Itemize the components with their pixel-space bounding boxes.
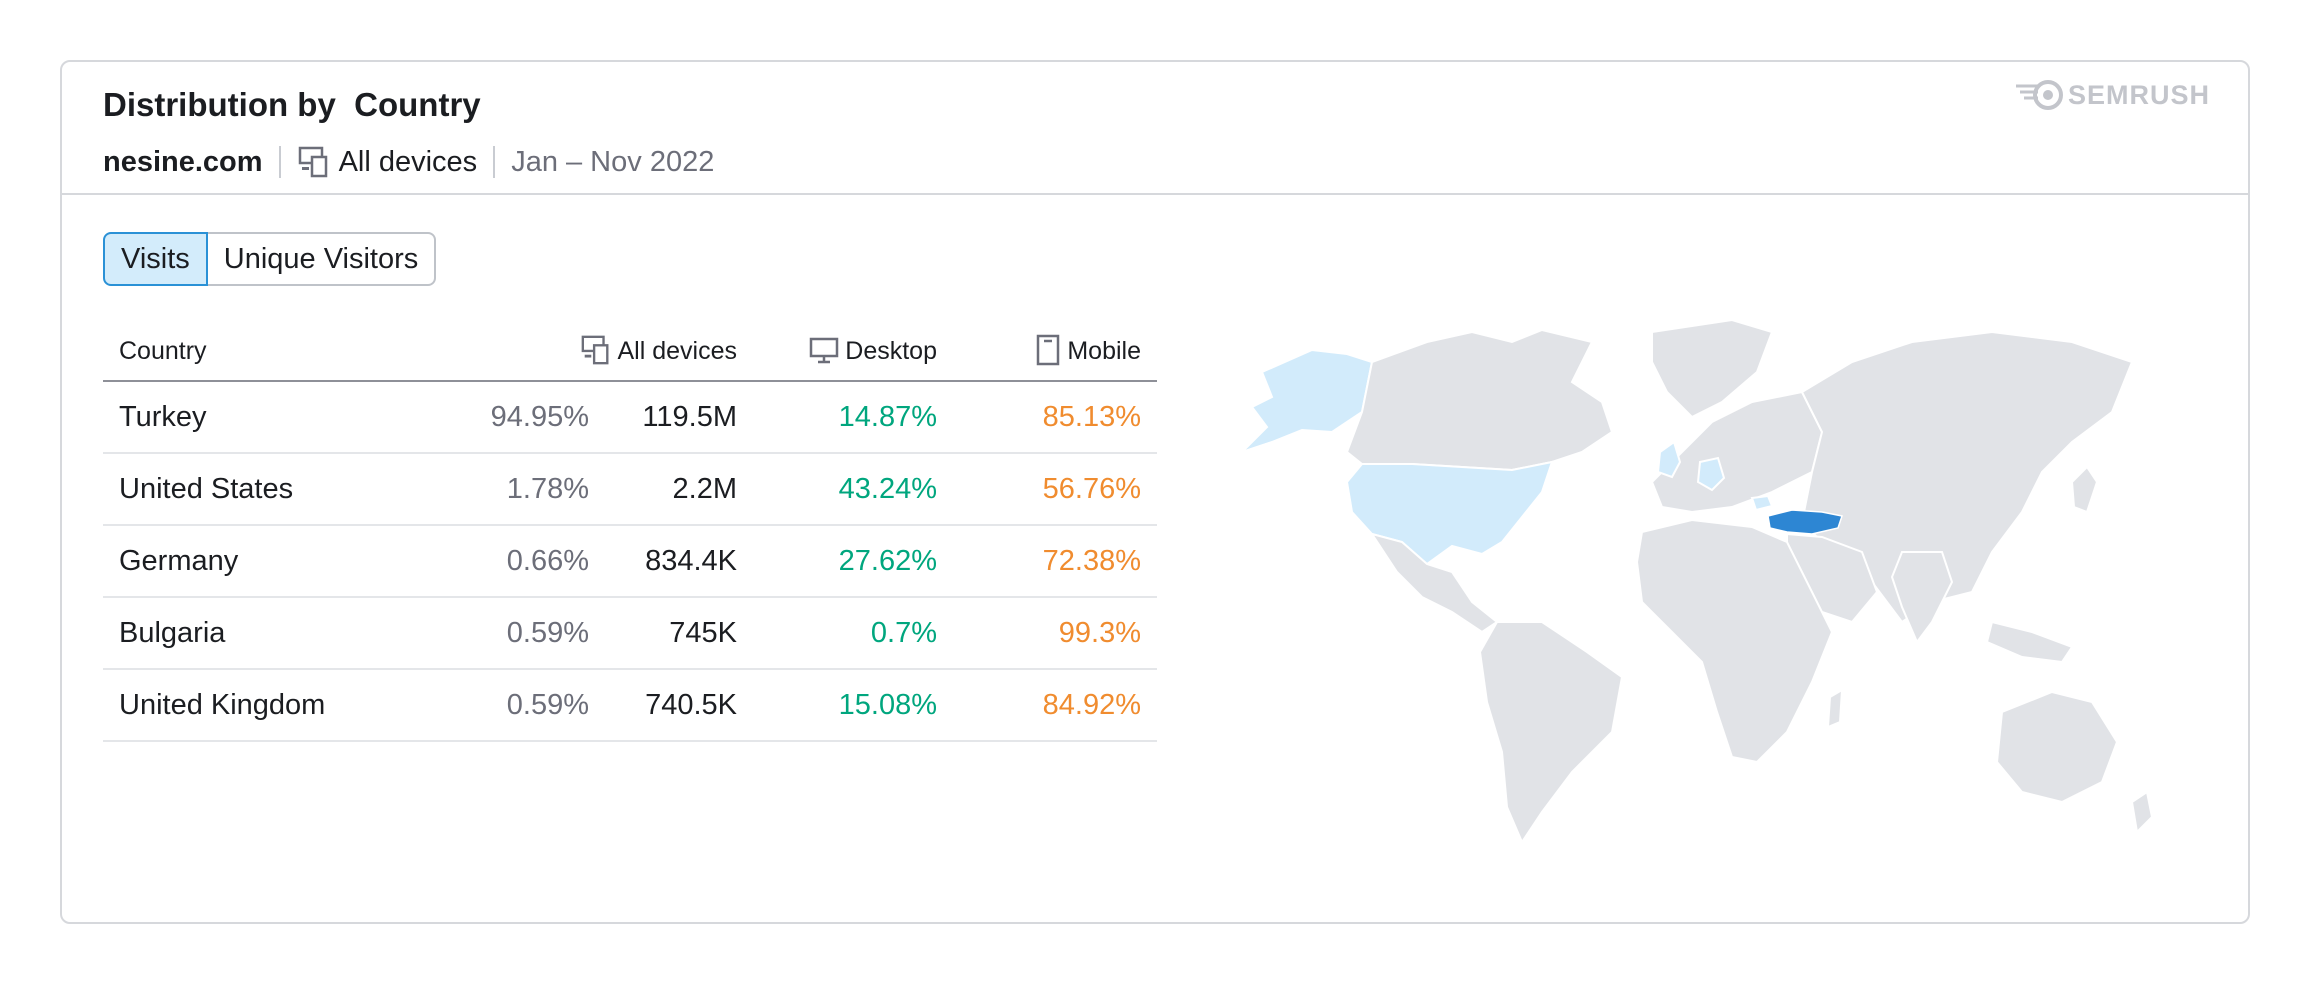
semrush-logo-icon [2014, 78, 2064, 112]
map-region-bulgaria[interactable] [1750, 494, 1774, 512]
country-name: Turkey [119, 400, 207, 433]
card-header: Distribution by Country nesine.com All d… [62, 62, 2248, 195]
desktop-share: 43.24% [838, 472, 937, 505]
visits-value: 834.4K [645, 544, 737, 577]
devices-filter: All devices [297, 145, 478, 179]
traffic-share: 0.66% [506, 544, 589, 577]
column-header-country[interactable]: Country [119, 337, 207, 366]
visits-value: 119.5M [642, 400, 737, 433]
map-region-madagascar[interactable] [1826, 688, 1844, 729]
table-row[interactable]: Germany 0.66% 834.4K 27.62% 72.38% [103, 526, 1157, 598]
divider [493, 146, 496, 178]
map-region-india[interactable] [1890, 551, 1954, 644]
map-region-australia[interactable] [1995, 690, 2119, 804]
mobile-share: 72.38% [1042, 544, 1141, 577]
traffic-share: 1.78% [506, 472, 589, 505]
visits-value: 740.5K [645, 688, 737, 721]
domain-label: nesine.com [103, 145, 263, 178]
card-subtitle: nesine.com All devices Jan – Nov 2022 [103, 142, 714, 182]
desktop-share: 14.87% [838, 400, 937, 433]
table-row[interactable]: Bulgaria 0.59% 745K 0.7% 99.3% [103, 598, 1157, 670]
devices-icon [580, 334, 612, 366]
desktop-share: 0.7% [870, 616, 937, 649]
mobile-share: 85.13% [1042, 400, 1141, 433]
country-name: United Kingdom [119, 688, 326, 721]
desktop-share: 15.08% [838, 688, 937, 721]
country-name: United States [119, 472, 294, 505]
map-region-new-zealand[interactable] [2130, 790, 2154, 835]
map-region-japan[interactable] [2070, 465, 2099, 514]
map-region-united-states[interactable] [1345, 460, 1554, 566]
table-row[interactable]: United States 1.78% 2.2M 43.24% 56.76% [103, 454, 1157, 526]
mobile-icon [1035, 334, 1061, 366]
visits-value: 2.2M [672, 472, 737, 505]
country-table: Country All devices [103, 320, 1157, 742]
date-range: Jan – Nov 2022 [511, 145, 715, 178]
map-region-germany[interactable] [1696, 456, 1726, 492]
mobile-share: 99.3% [1058, 616, 1141, 649]
table-row[interactable]: Turkey 94.95% 119.5M 14.87% 85.13% [103, 382, 1157, 454]
column-header-all-devices-label: All devices [617, 337, 738, 365]
card-title: Distribution by Country [103, 86, 481, 123]
tab-visits[interactable]: Visits [103, 232, 208, 286]
mobile-share: 56.76% [1042, 472, 1141, 505]
visits-value: 745K [669, 616, 737, 649]
traffic-share: 0.59% [506, 616, 589, 649]
country-name: Bulgaria [119, 616, 226, 649]
table-row[interactable]: United Kingdom 0.59% 740.5K 15.08% 84.92… [103, 670, 1157, 742]
desktop-icon [809, 336, 839, 366]
tab-unique-visitors[interactable]: Unique Visitors [207, 232, 437, 286]
metric-toggle: Visits Unique Visitors [103, 232, 437, 286]
brand-logo: SEMRUSH [2014, 78, 2210, 112]
map-region-africa[interactable] [1635, 518, 1834, 764]
devices-label: All devices [338, 145, 478, 178]
map-region-united-kingdom[interactable] [1656, 440, 1682, 479]
column-header-mobile-label: Mobile [1067, 337, 1141, 365]
column-header-desktop[interactable]: Desktop [809, 336, 937, 366]
world-map [1241, 318, 2154, 845]
traffic-share: 0.59% [506, 688, 589, 721]
map-region-south-america[interactable] [1478, 621, 1624, 845]
column-header-desktop-label: Desktop [845, 337, 937, 365]
map-region-turkey[interactable] [1767, 509, 1843, 535]
map-region-canada[interactable] [1345, 328, 1614, 472]
traffic-share: 94.95% [490, 400, 589, 433]
column-header-country-label: Country [119, 337, 207, 365]
table-header: Country All devices [103, 320, 1157, 382]
divider [278, 146, 281, 178]
map-region-greenland[interactable] [1651, 318, 1774, 419]
desktop-share: 27.62% [838, 544, 937, 577]
brand-name: SEMRUSH [2067, 79, 2210, 110]
mobile-share: 84.92% [1042, 688, 1141, 721]
distribution-card: Distribution by Country nesine.com All d… [60, 60, 2250, 924]
map-region-alaska[interactable] [1241, 348, 1374, 453]
column-header-mobile[interactable]: Mobile [1035, 334, 1141, 366]
map-region-southeast-asia[interactable] [1985, 620, 2074, 664]
column-header-all-devices[interactable]: All devices [580, 334, 738, 366]
devices-icon [297, 145, 331, 179]
country-name: Germany [119, 544, 239, 577]
